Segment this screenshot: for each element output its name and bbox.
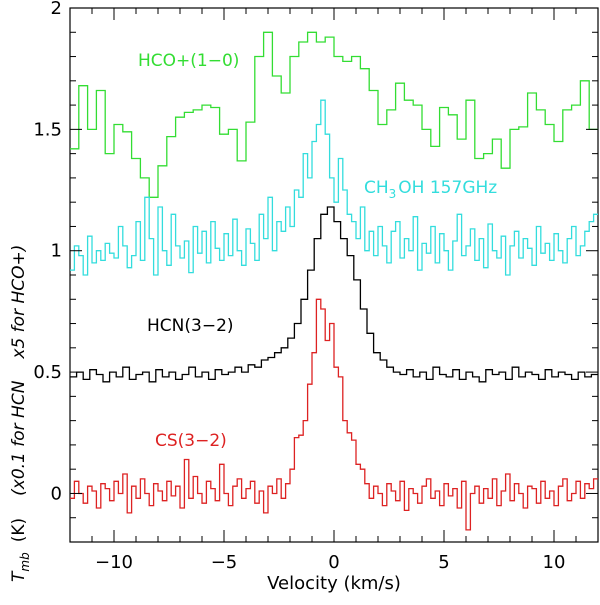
series-layer	[70, 31, 598, 531]
y-tick-label: 1	[51, 241, 62, 262]
x-tick-label: 10	[543, 552, 566, 573]
x-tick-label: −10	[95, 552, 133, 573]
y-tick-label: 0	[51, 483, 62, 504]
y-axis-label: Tmb (K) (x0.1 for HCN x5 for HCO+)	[9, 245, 32, 582]
x-tick-label: 5	[438, 552, 449, 573]
series-label-ch3oh: CH3 OH 157GHz	[364, 178, 497, 201]
y-label-unit: (K)	[9, 518, 29, 542]
series-line-2	[70, 206, 598, 383]
ch3oh-label-subscript: 3	[389, 187, 397, 201]
x-tick-label: −5	[211, 552, 238, 573]
y-label-scale-hco: x5 for HCO+)	[9, 245, 29, 360]
series-label-cs: CS(3−2)	[155, 431, 227, 451]
y-label-subscript: mb	[18, 552, 32, 572]
y-label-scale-hcn: (x0.1 for HCN	[9, 380, 29, 496]
x-tick-label: 0	[328, 552, 339, 573]
ch3oh-label-base: CH	[364, 178, 389, 198]
series-label-hco: HCO+(1−0)	[138, 51, 239, 71]
plot-frame	[69, 7, 599, 543]
tick-layer: −10 −5 0 5 10 0 0.5 1 1.5 2	[33, 0, 599, 573]
y-label-symbol: T	[9, 570, 29, 582]
y-tick-label: 0.5	[33, 362, 62, 383]
series-line-1	[70, 99, 598, 276]
series-label-hcn: HCN(3−2)	[147, 316, 234, 336]
series-line-3	[70, 298, 598, 531]
y-tick-label: 1.5	[33, 119, 62, 140]
y-tick-label: 2	[51, 0, 62, 19]
ch3oh-label-rest: OH 157GHz	[398, 178, 497, 198]
series-line-0	[70, 31, 598, 198]
x-axis-label: Velocity (km/s)	[267, 573, 401, 594]
